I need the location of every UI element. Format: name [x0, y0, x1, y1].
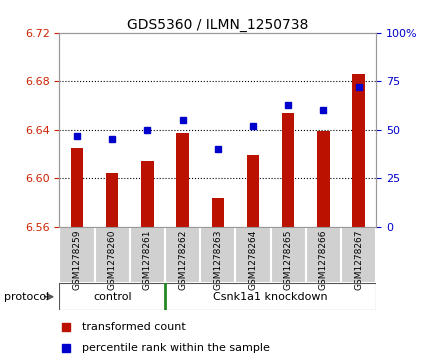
Bar	[176, 134, 189, 227]
Bar	[130, 227, 165, 283]
Bar	[71, 148, 83, 227]
Text: control: control	[93, 292, 132, 302]
Bar	[271, 227, 306, 283]
Text: GSM1278265: GSM1278265	[284, 230, 293, 290]
Bar	[235, 227, 271, 283]
Bar	[106, 174, 118, 227]
Bar	[317, 131, 330, 227]
Text: GSM1278260: GSM1278260	[108, 230, 117, 290]
Bar	[282, 113, 294, 227]
Bar	[306, 227, 341, 283]
Bar	[247, 155, 259, 227]
Bar	[341, 227, 376, 283]
Text: protocol: protocol	[4, 292, 50, 302]
Text: GSM1278263: GSM1278263	[213, 230, 222, 290]
Bar	[95, 227, 130, 283]
Bar	[141, 161, 154, 227]
Text: GSM1278267: GSM1278267	[354, 230, 363, 290]
Bar	[352, 74, 365, 227]
Bar	[212, 198, 224, 227]
Bar	[59, 227, 95, 283]
Text: GSM1278259: GSM1278259	[73, 230, 81, 290]
Text: GSM1278264: GSM1278264	[249, 230, 257, 290]
Text: GSM1278261: GSM1278261	[143, 230, 152, 290]
Text: transformed count: transformed count	[81, 322, 185, 332]
Text: GSM1278262: GSM1278262	[178, 230, 187, 290]
Bar	[200, 227, 235, 283]
Title: GDS5360 / ILMN_1250738: GDS5360 / ILMN_1250738	[127, 18, 308, 32]
Bar	[165, 227, 200, 283]
Text: Csnk1a1 knockdown: Csnk1a1 knockdown	[213, 292, 328, 302]
Text: GSM1278266: GSM1278266	[319, 230, 328, 290]
Text: percentile rank within the sample: percentile rank within the sample	[81, 343, 269, 353]
